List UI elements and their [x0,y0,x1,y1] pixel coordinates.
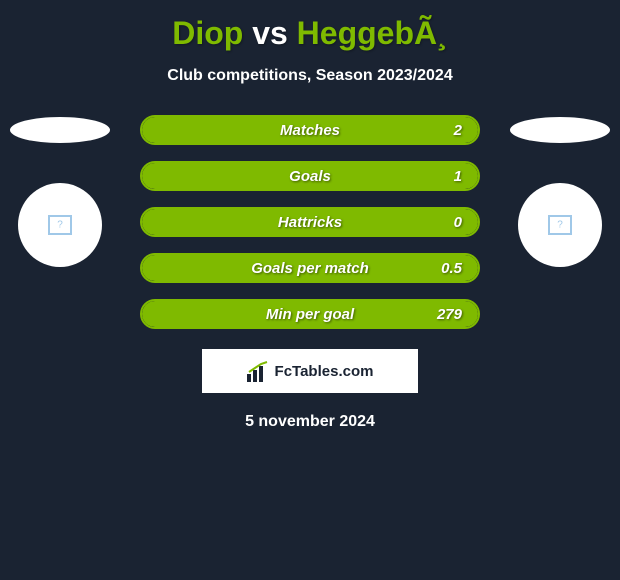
main-area: Matches 2 Goals 1 Hattricks 0 Goals per … [0,115,620,329]
right-ellipse-marker [510,117,610,143]
stat-label: Matches [280,122,340,139]
placeholder-icon [548,215,572,235]
player1-avatar [18,183,102,267]
stats-column: Matches 2 Goals 1 Hattricks 0 Goals per … [120,115,500,329]
subtitle: Club competitions, Season 2023/2024 [167,67,452,85]
placeholder-icon [48,215,72,235]
chart-icon [247,360,269,382]
stat-label: Min per goal [266,306,354,323]
stat-bar-hattricks: Hattricks 0 [140,207,480,237]
player2-avatar [518,183,602,267]
date-text: 5 november 2024 [245,413,375,431]
stat-bar-goals: Goals 1 [140,161,480,191]
stat-label: Hattricks [278,214,342,231]
stat-value: 0.5 [412,260,462,277]
logo-text: FcTables.com [275,363,374,380]
player1-name: Diop [172,15,243,51]
main-container: Diop vs HeggebÃ¸ Club competitions, Seas… [0,0,620,441]
page-title: Diop vs HeggebÃ¸ [172,15,448,52]
stat-label: Goals per match [251,260,369,277]
stat-value: 279 [412,306,462,323]
left-ellipse-marker [10,117,110,143]
left-column [0,115,120,329]
stat-value: 2 [412,122,462,139]
stat-bar-matches: Matches 2 [140,115,480,145]
stat-label: Goals [289,168,331,185]
vs-text: vs [252,15,288,51]
player2-name: HeggebÃ¸ [297,15,448,51]
stat-value: 1 [412,168,462,185]
right-column [500,115,620,329]
stat-bar-min-per-goal: Min per goal 279 [140,299,480,329]
stat-value: 0 [412,214,462,231]
stat-bar-goals-per-match: Goals per match 0.5 [140,253,480,283]
logo-box[interactable]: FcTables.com [202,349,418,393]
